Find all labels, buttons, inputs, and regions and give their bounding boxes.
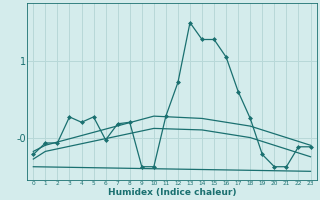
- X-axis label: Humidex (Indice chaleur): Humidex (Indice chaleur): [108, 188, 236, 197]
